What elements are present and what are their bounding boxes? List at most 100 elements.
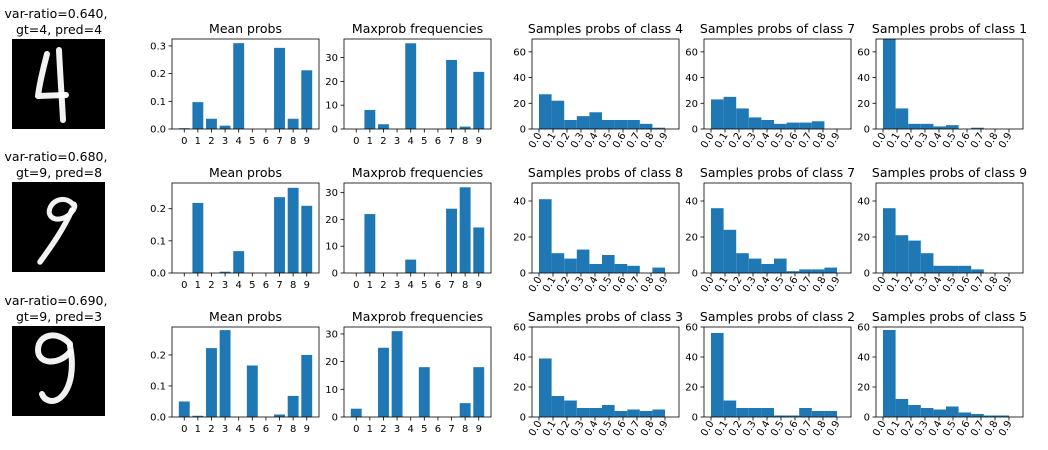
x-tick-label: 0.0: [527, 419, 544, 438]
y-tick-label: 60: [857, 47, 870, 58]
axes-frame: [171, 38, 320, 130]
bar: [602, 405, 615, 417]
x-tick-label: 0.1: [885, 275, 902, 294]
x-tick-label: 0.2: [727, 419, 744, 438]
axes-frame: [875, 182, 1024, 274]
x-tick-label: 8: [462, 280, 468, 291]
bar: [551, 100, 565, 129]
x-tick-label: 8: [462, 424, 468, 435]
x-tick-label: 0.6: [955, 275, 972, 294]
x-tick-label: 0.5: [597, 419, 614, 438]
bar: [652, 409, 665, 417]
x-tick-label: 0.2: [899, 419, 916, 438]
y-tick-label: 40: [857, 73, 870, 84]
bar: [971, 269, 984, 273]
x-tick-label: 0.1: [713, 275, 730, 294]
x-tick-label: 0.2: [555, 275, 572, 294]
x-tick-label: 0.4: [927, 131, 944, 150]
x-tick-label: 3: [394, 280, 400, 291]
x-tick-label: 0.4: [583, 419, 600, 438]
y-tick-label: 0.1: [150, 236, 166, 247]
x-tick-label: 7: [276, 136, 282, 147]
x-tick-label: 0.2: [555, 419, 572, 438]
bar: [811, 269, 825, 273]
y-tick-label: 20: [325, 357, 338, 368]
x-tick-label: 9: [304, 280, 310, 291]
x-tick-label: 2: [208, 424, 214, 435]
x-tick-label: 4: [408, 280, 414, 291]
x-tick-label: 4: [236, 136, 242, 147]
axes-frame: [531, 326, 680, 418]
x-tick-label: 1: [195, 424, 201, 435]
x-tick-label: 0.9: [997, 419, 1014, 438]
bar: [350, 408, 362, 417]
bar: [920, 253, 934, 273]
x-tick-label: 0: [181, 136, 187, 147]
bar: [405, 43, 417, 129]
axes-frame: [875, 326, 1024, 418]
x-tick-label: 0.8: [983, 419, 1000, 438]
y-tick-label: 40: [513, 353, 526, 364]
bar: [178, 401, 190, 417]
row-1-var-ratio-label: var-ratio=0.680,: [5, 149, 108, 164]
bar: [219, 125, 231, 129]
row-0-gt-pred-label: gt=4, pred=4: [16, 22, 102, 37]
bar: [564, 120, 577, 129]
bar: [614, 411, 628, 417]
bar: [564, 400, 577, 417]
x-tick-label: 1: [367, 280, 373, 291]
x-tick-label: 0.2: [727, 131, 744, 150]
y-tick-label: 10: [325, 385, 338, 396]
chart-title: Maxprob frequencies: [352, 165, 483, 180]
bar: [711, 208, 724, 273]
bar: [473, 71, 485, 129]
x-tick-label: 0.9: [997, 275, 1014, 294]
bar: [576, 116, 590, 129]
bar: [539, 358, 552, 417]
bar: [908, 240, 921, 273]
x-tick-label: 0.2: [899, 131, 916, 150]
x-tick-label: 0.6: [955, 419, 972, 438]
x-tick-label: 4: [408, 424, 414, 435]
bar: [920, 123, 934, 129]
bar: [301, 354, 313, 417]
chart-r1-c3: Samples probs of class 7020400.00.10.20.…: [685, 165, 855, 294]
x-tick-label: 6: [263, 424, 269, 435]
x-tick-label: 3: [222, 424, 228, 435]
bar: [824, 267, 837, 273]
x-tick-label: 9: [476, 280, 482, 291]
y-tick-label: 30: [325, 53, 338, 64]
x-tick-label: 2: [208, 280, 214, 291]
x-tick-label: 3: [222, 136, 228, 147]
y-tick-label: 0: [520, 125, 526, 136]
bar: [391, 331, 403, 417]
row-2-gt-pred-label: gt=9, pred=3: [16, 309, 102, 324]
bar: [736, 108, 749, 129]
x-tick-label: 0.3: [741, 419, 758, 438]
x-tick-label: 0.7: [625, 131, 642, 150]
x-tick-label: 0.6: [611, 275, 628, 294]
x-tick-label: 0.9: [653, 419, 670, 438]
x-tick-label: 0.0: [871, 275, 888, 294]
x-tick-label: 1: [367, 424, 373, 435]
y-tick-label: 20: [325, 215, 338, 226]
chart-r1-c2: Samples probs of class 8020400.00.10.20.…: [513, 165, 683, 294]
y-tick-label: 40: [857, 197, 870, 208]
chart-r1-c4: Samples probs of class 9020400.00.10.20.…: [857, 165, 1027, 294]
x-tick-label: 7: [276, 280, 282, 291]
x-tick-label: 0.6: [783, 131, 800, 150]
x-tick-label: 0: [353, 424, 359, 435]
x-tick-label: 0.8: [639, 419, 656, 438]
x-tick-label: 2: [380, 280, 386, 291]
x-tick-label: 1: [367, 136, 373, 147]
y-tick-label: 0.0: [150, 269, 166, 280]
x-tick-label: 0.0: [871, 419, 888, 438]
bar: [192, 202, 204, 273]
chart-title: Samples probs of class 8: [528, 165, 683, 180]
bar: [364, 109, 376, 129]
x-tick-label: 0.2: [555, 131, 572, 150]
x-tick-label: 0.7: [969, 275, 986, 294]
bar: [539, 199, 552, 273]
x-tick-label: 5: [421, 280, 427, 291]
